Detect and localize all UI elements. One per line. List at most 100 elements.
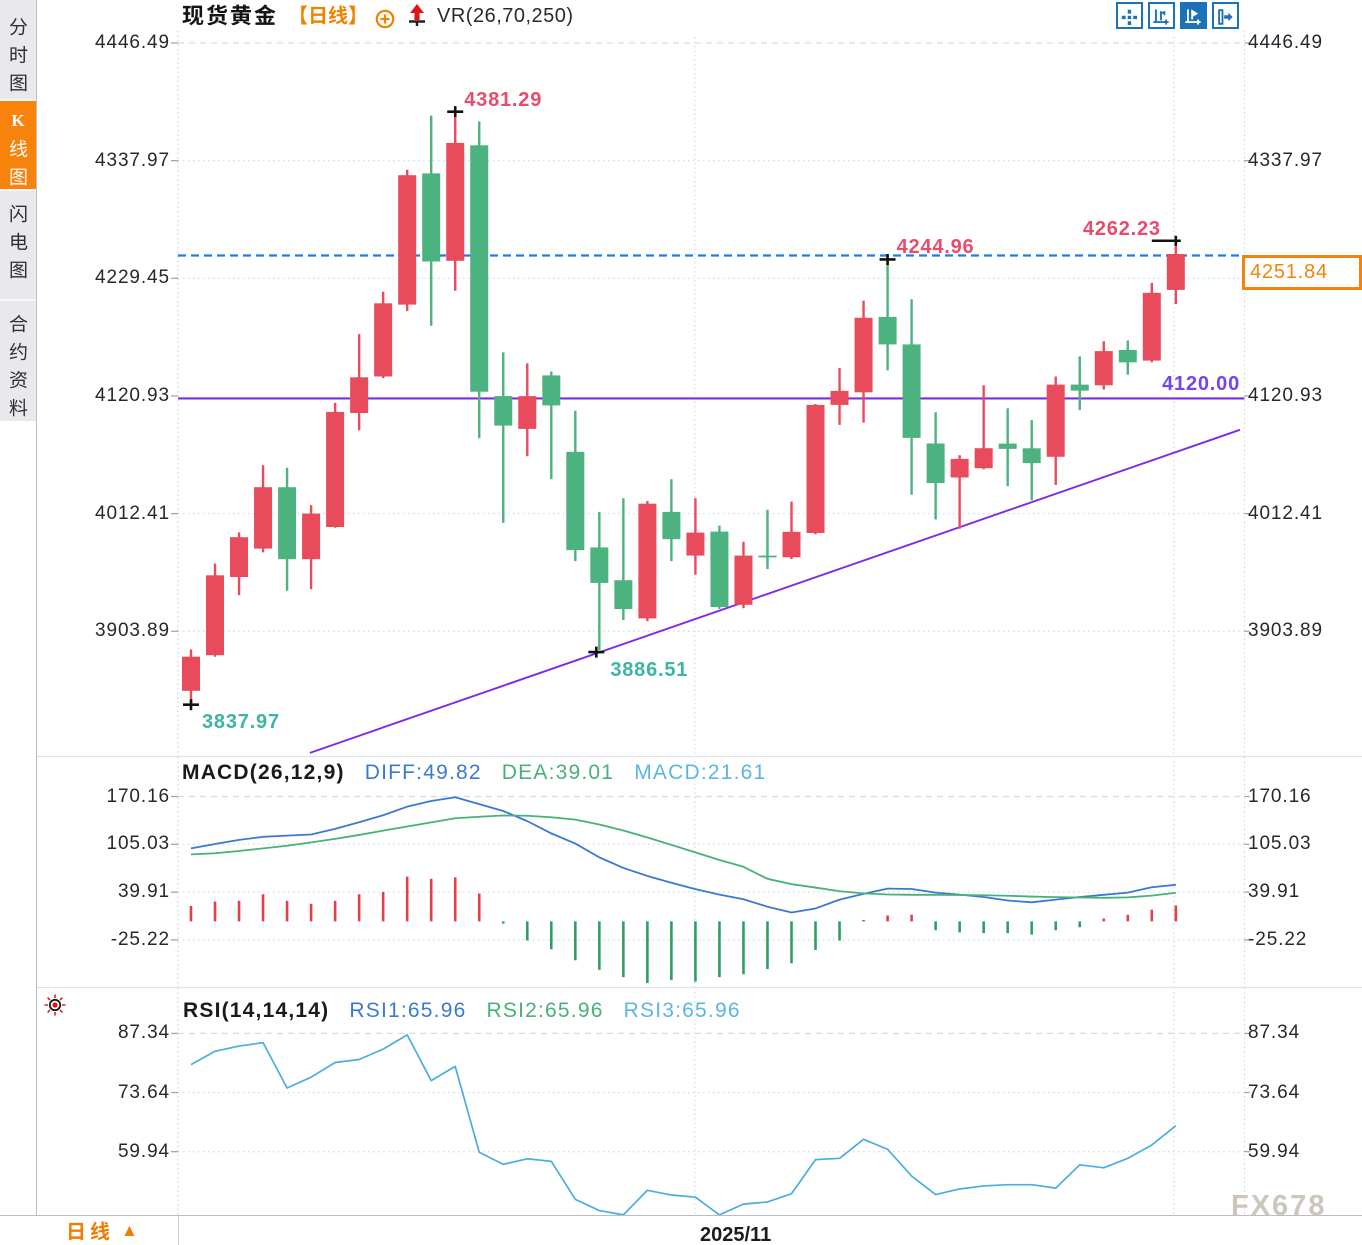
candle-body[interactable] bbox=[614, 580, 633, 610]
sidebar-tab-lightning[interactable] bbox=[0, 189, 36, 299]
candle-body[interactable] bbox=[878, 316, 897, 345]
candle-body[interactable] bbox=[998, 443, 1017, 449]
candle-body[interactable] bbox=[422, 173, 441, 262]
rsi-axis-label-right: 73.64 bbox=[1248, 1081, 1301, 1103]
price-axis-label-left: 4120.93 bbox=[95, 384, 170, 406]
candle-body[interactable] bbox=[902, 344, 921, 438]
candle-body[interactable] bbox=[470, 145, 489, 392]
candle-body[interactable] bbox=[974, 448, 993, 469]
rsi1-value: RSI1:65.96 bbox=[349, 999, 467, 1022]
price-axis-label-right: 4337.97 bbox=[1248, 149, 1323, 171]
candle-body[interactable] bbox=[806, 404, 825, 533]
macd-axis-label-right: 170.16 bbox=[1248, 785, 1312, 807]
candle-body[interactable] bbox=[686, 532, 705, 556]
macd-macd-value: MACD:21.61 bbox=[634, 761, 767, 784]
toolbar-button-axis-left-icon[interactable] bbox=[1148, 2, 1175, 29]
rsi-panel-header: RSI(14,14,14) RSI1:65.96 RSI2:65.96 RSI3… bbox=[183, 999, 741, 1023]
rsi-line bbox=[190, 1034, 1177, 1216]
candle-body[interactable] bbox=[710, 531, 729, 607]
sidebar-tab-kline[interactable]: K bbox=[0, 101, 36, 189]
candle-body[interactable] bbox=[1094, 351, 1113, 386]
candle-body[interactable] bbox=[662, 511, 681, 540]
candle-body[interactable] bbox=[590, 547, 609, 583]
macd-panel-header: MACD(26,12,9) DIFF:49.82 DEA:39.01 MACD:… bbox=[182, 761, 766, 785]
price-axis-label-left: 4012.41 bbox=[95, 502, 170, 524]
candle-body[interactable] bbox=[1046, 384, 1065, 457]
price-marker-cross bbox=[1151, 235, 1181, 246]
toolbar-button-pan-right-icon[interactable] bbox=[1212, 2, 1239, 29]
candle-body[interactable] bbox=[206, 575, 225, 656]
circle-plus-icon[interactable] bbox=[375, 9, 395, 29]
macd-axis-label-right: -25.22 bbox=[1248, 928, 1308, 950]
price-marker-cross bbox=[588, 646, 605, 658]
toolbar-button-axis-right-icon[interactable] bbox=[1180, 2, 1207, 29]
price-axis-label-left: 4446.49 bbox=[95, 32, 170, 53]
macd-dea-value: DEA:39.01 bbox=[501, 761, 615, 784]
candle-body[interactable] bbox=[1022, 448, 1041, 464]
candle-body[interactable] bbox=[182, 656, 200, 691]
macd-title: MACD(26,12,9) bbox=[182, 761, 345, 784]
price-marker-cross bbox=[879, 253, 896, 265]
candle-body[interactable] bbox=[518, 396, 537, 429]
price-axis-label-right: 4012.41 bbox=[1248, 502, 1323, 524]
sidebar-tab-timeshare[interactable] bbox=[0, 2, 36, 99]
candle-body[interactable] bbox=[830, 390, 849, 405]
period-tag bbox=[288, 5, 368, 25]
candle-body[interactable] bbox=[374, 303, 393, 377]
sidebar-tab-label bbox=[0, 299, 36, 421]
period-selector[interactable]: ▲ bbox=[64, 1221, 138, 1241]
price-axis-label-left: 4229.45 bbox=[95, 267, 170, 289]
indicator-label: VR(26,70,250) bbox=[437, 5, 574, 27]
candle-body[interactable] bbox=[326, 411, 345, 527]
price-axis-label-right: 3903.89 bbox=[1248, 620, 1323, 642]
low-price-annotation: 3886.51 bbox=[610, 658, 689, 681]
toolbar-button-crosshair-icon[interactable] bbox=[1116, 2, 1143, 29]
rsi-title: RSI(14,14,14) bbox=[183, 999, 330, 1022]
candle-body[interactable] bbox=[734, 555, 753, 605]
candle-body[interactable] bbox=[926, 443, 945, 484]
candle-body[interactable] bbox=[398, 175, 417, 305]
rsi3-value: RSI3:65.96 bbox=[623, 999, 741, 1022]
sidebar-tab-label: K bbox=[0, 101, 36, 190]
arrow-up-icon[interactable] bbox=[405, 3, 429, 29]
period-selector-label bbox=[64, 1221, 112, 1241]
sidebar-tab-label bbox=[0, 189, 36, 283]
candle-body[interactable] bbox=[350, 377, 369, 414]
candle-body[interactable] bbox=[254, 487, 273, 549]
price-axis-label-left: 4337.97 bbox=[95, 149, 170, 171]
candle-body[interactable] bbox=[638, 503, 657, 619]
macd-diff-value: DIFF:49.82 bbox=[364, 761, 482, 784]
macd-axis-label-left: 105.03 bbox=[106, 833, 170, 855]
sidebar-tab-separator bbox=[0, 299, 36, 301]
bottom-bar-divider bbox=[178, 1216, 179, 1245]
candle-body[interactable] bbox=[302, 513, 321, 560]
sidebar-tab-contract[interactable] bbox=[0, 299, 36, 421]
rsi-axis-label-right: 59.94 bbox=[1248, 1140, 1301, 1162]
trendline bbox=[309, 428, 1241, 754]
candle-body[interactable] bbox=[1142, 292, 1161, 361]
candle-body[interactable] bbox=[1070, 384, 1089, 391]
candle-body[interactable] bbox=[758, 555, 777, 558]
macd-dea-line bbox=[190, 814, 1176, 899]
rsi-axis-label-left: 73.64 bbox=[117, 1081, 170, 1103]
candle-body[interactable] bbox=[446, 142, 465, 261]
candle-body[interactable] bbox=[1166, 254, 1185, 290]
candle-body[interactable] bbox=[854, 317, 873, 393]
candle-body[interactable] bbox=[494, 396, 513, 426]
rsi-axis-label-left: 59.94 bbox=[117, 1140, 170, 1162]
sun-indicator-icon[interactable] bbox=[43, 993, 67, 1017]
candle-body[interactable] bbox=[230, 537, 249, 577]
rsi-axis-label-right: 87.34 bbox=[1248, 1022, 1301, 1044]
rsi-axis-label-left: 87.34 bbox=[117, 1022, 170, 1044]
candle-body[interactable] bbox=[1118, 350, 1137, 363]
sidebar-tab-separator bbox=[0, 189, 36, 191]
candle-body[interactable] bbox=[566, 451, 585, 551]
candle-body[interactable] bbox=[278, 487, 297, 560]
sidebar-divider bbox=[36, 0, 37, 1245]
macd-axis-label-right: 39.91 bbox=[1248, 881, 1301, 903]
candle-body[interactable] bbox=[782, 531, 801, 558]
candle-body[interactable] bbox=[542, 375, 561, 406]
watermark: FX678 bbox=[1231, 1190, 1327, 1222]
candle-body[interactable] bbox=[950, 458, 969, 478]
